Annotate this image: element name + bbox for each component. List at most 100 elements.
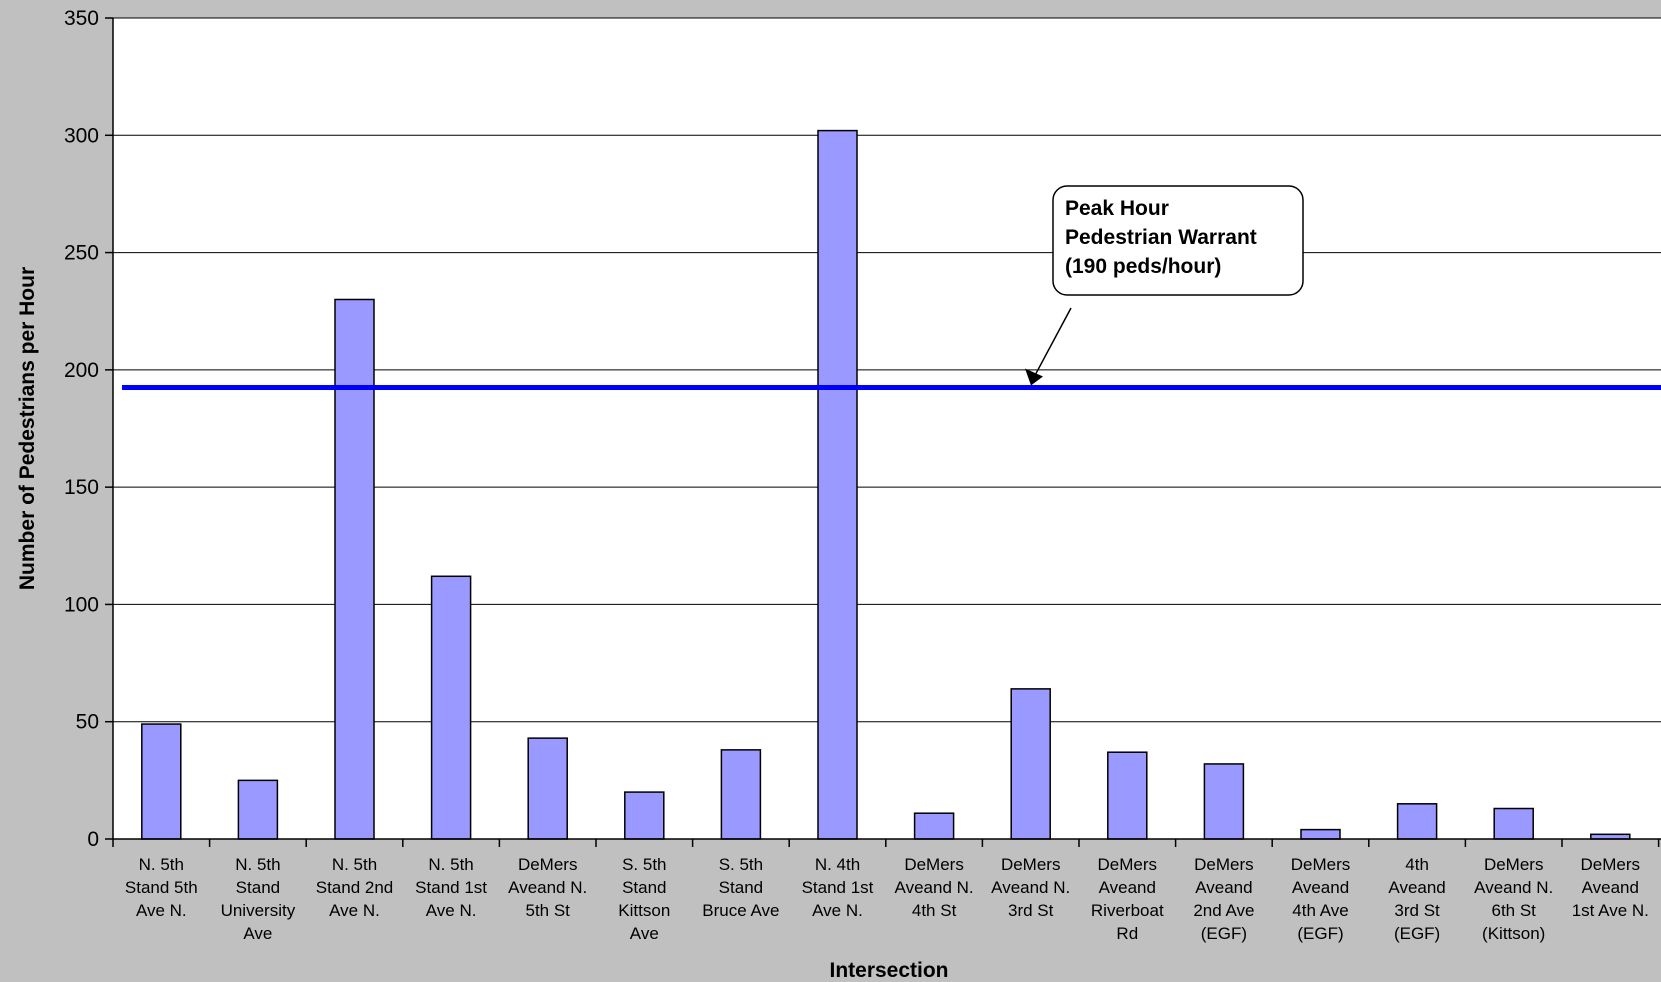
x-category-line: 2nd Ave xyxy=(1193,901,1254,920)
x-category-line: S. 5th xyxy=(622,855,666,874)
x-category-line: DeMers xyxy=(904,855,964,874)
x-category-label-2: N. 5th Stand University Ave xyxy=(221,855,296,943)
x-category-label-13: DeMers Aveand 4th Ave (EGF) xyxy=(1291,855,1351,943)
x-category-label-6: S. 5th Stand Kittson Ave xyxy=(618,855,670,943)
y-tick-label-0: 0 xyxy=(87,828,99,851)
bar-1 xyxy=(141,723,182,840)
y-tick-label-100: 100 xyxy=(64,593,99,616)
x-category-line: DeMers xyxy=(1291,855,1351,874)
x-category-line: 6th St xyxy=(1491,901,1536,920)
axes-group xyxy=(105,17,1661,847)
bar-8 xyxy=(817,129,858,840)
warrant-callout: Peak Hour Pedestrian Warrant (190 peds/hou… xyxy=(1025,185,1304,386)
bar-14 xyxy=(1396,803,1438,840)
x-category-line: 4th St xyxy=(912,901,957,920)
bar-4 xyxy=(430,575,472,840)
y-tick-label-50: 50 xyxy=(76,711,99,734)
x-category-line: Ave N. xyxy=(329,901,380,920)
x-category-line: 3rd St xyxy=(1008,901,1054,920)
x-category-line: Aveand xyxy=(1292,878,1349,897)
x-category-line: Ave N. xyxy=(812,901,863,920)
x-category-line: DeMers xyxy=(1581,855,1641,874)
bar-3 xyxy=(334,298,375,840)
x-category-line: 5th St xyxy=(525,901,570,920)
x-category-line: Stand 2nd xyxy=(316,878,394,897)
x-category-line: Aveand xyxy=(1388,878,1445,897)
x-category-line: (Kittson) xyxy=(1482,924,1545,943)
x-category-line: (EGF) xyxy=(1297,924,1343,943)
bar-2 xyxy=(237,779,279,840)
x-category-line: Ave N. xyxy=(426,901,477,920)
bar-7 xyxy=(720,749,762,840)
x-category-label-5: DeMers Aveand N. 5th St xyxy=(508,855,587,920)
x-category-line: University xyxy=(221,901,296,920)
x-category-line: Aveand N. xyxy=(508,878,587,897)
x-category-line: DeMers xyxy=(1001,855,1061,874)
x-category-line: N. 5th xyxy=(235,855,280,874)
x-category-line: N. 5th xyxy=(332,855,377,874)
callout-label: Peak Hour Pedestrian Warrant (190 peds/hou… xyxy=(1065,197,1257,278)
bar-5 xyxy=(527,737,568,840)
x-category-line: 3rd St xyxy=(1394,901,1440,920)
x-category-label-4: N. 5th Stand 1st Ave N. xyxy=(415,855,487,920)
x-category-line: Aveand N. xyxy=(895,878,974,897)
callout-line: Peak Hour xyxy=(1065,197,1169,220)
x-category-line: DeMers xyxy=(1484,855,1544,874)
x-category-label-12: DeMers Aveand 2nd Ave (EGF) xyxy=(1193,855,1254,943)
x-category-line: Stand xyxy=(719,878,763,897)
x-category-line: Stand xyxy=(622,878,666,897)
callout-arrow-shaft xyxy=(1035,307,1072,374)
x-category-line: Aveand N. xyxy=(1474,878,1553,897)
x-category-line: Aveand xyxy=(1195,878,1252,897)
y-tick-label-150: 150 xyxy=(64,476,99,499)
x-category-line: Aveand xyxy=(1582,878,1639,897)
x-category-line: Aveand N. xyxy=(991,878,1070,897)
callout-line: Pedestrian Warrant xyxy=(1065,226,1257,249)
y-axis-title: Number of Pedestrians per Hour xyxy=(16,267,39,590)
x-category-label-8: N. 4th Stand 1st Ave N. xyxy=(802,855,874,920)
x-category-label-14: 4th Aveand 3rd St (EGF) xyxy=(1388,855,1445,943)
x-category-line: (EGF) xyxy=(1394,924,1440,943)
x-category-line: Aveand xyxy=(1099,878,1156,897)
y-tick-label-350: 350 xyxy=(64,7,99,30)
x-category-label-9: DeMers Aveand N. 4th St xyxy=(895,855,974,920)
x-category-line: DeMers xyxy=(1194,855,1254,874)
bar-11 xyxy=(1107,751,1148,840)
x-category-label-3: N. 5th Stand 2nd Ave N. xyxy=(316,855,394,920)
x-category-line: Riverboat xyxy=(1091,901,1164,920)
x-category-line: Rd xyxy=(1116,924,1138,943)
x-category-line: Kittson xyxy=(618,901,670,920)
bar-12 xyxy=(1203,763,1245,840)
y-tick-label-250: 250 xyxy=(64,242,99,265)
bar-6 xyxy=(624,791,665,840)
x-category-line: N. 5th xyxy=(428,855,473,874)
x-category-line: Stand xyxy=(236,878,280,897)
x-category-label-15: DeMers Aveand N. 6th St (Kittson) xyxy=(1474,855,1553,943)
x-category-label-7: S. 5th Stand Bruce Ave xyxy=(702,855,779,920)
x-category-line: N. 4th xyxy=(815,855,860,874)
x-category-label-1: N. 5th Stand 5th Ave N. xyxy=(125,855,198,920)
x-category-line: (EGF) xyxy=(1201,924,1247,943)
x-category-line: Ave xyxy=(243,924,272,943)
x-category-line: Stand 5th xyxy=(125,878,198,897)
x-axis-title: Intersection xyxy=(829,959,948,982)
x-category-line: Stand 1st xyxy=(415,878,487,897)
x-category-line: N. 5th xyxy=(139,855,184,874)
x-category-label-10: DeMers Aveand N. 3rd St xyxy=(991,855,1070,920)
x-category-label-11: DeMers Aveand Riverboat Rd xyxy=(1091,855,1164,943)
x-category-line: S. 5th xyxy=(719,855,763,874)
x-category-label-16: DeMers Aveand 1st Ave N. xyxy=(1572,855,1649,920)
y-tick-label-300: 300 xyxy=(64,124,99,147)
bar-13 xyxy=(1300,828,1341,840)
x-category-line: 4th xyxy=(1405,855,1429,874)
x-category-line: Ave xyxy=(630,924,659,943)
bar-10 xyxy=(1010,688,1051,840)
y-tick-label-200: 200 xyxy=(64,359,99,382)
x-category-line: Ave N. xyxy=(136,901,187,920)
x-category-line: Stand 1st xyxy=(802,878,874,897)
x-category-line: DeMers xyxy=(518,855,578,874)
x-category-line: Bruce Ave xyxy=(702,901,779,920)
callout-arrowhead xyxy=(1025,368,1043,386)
